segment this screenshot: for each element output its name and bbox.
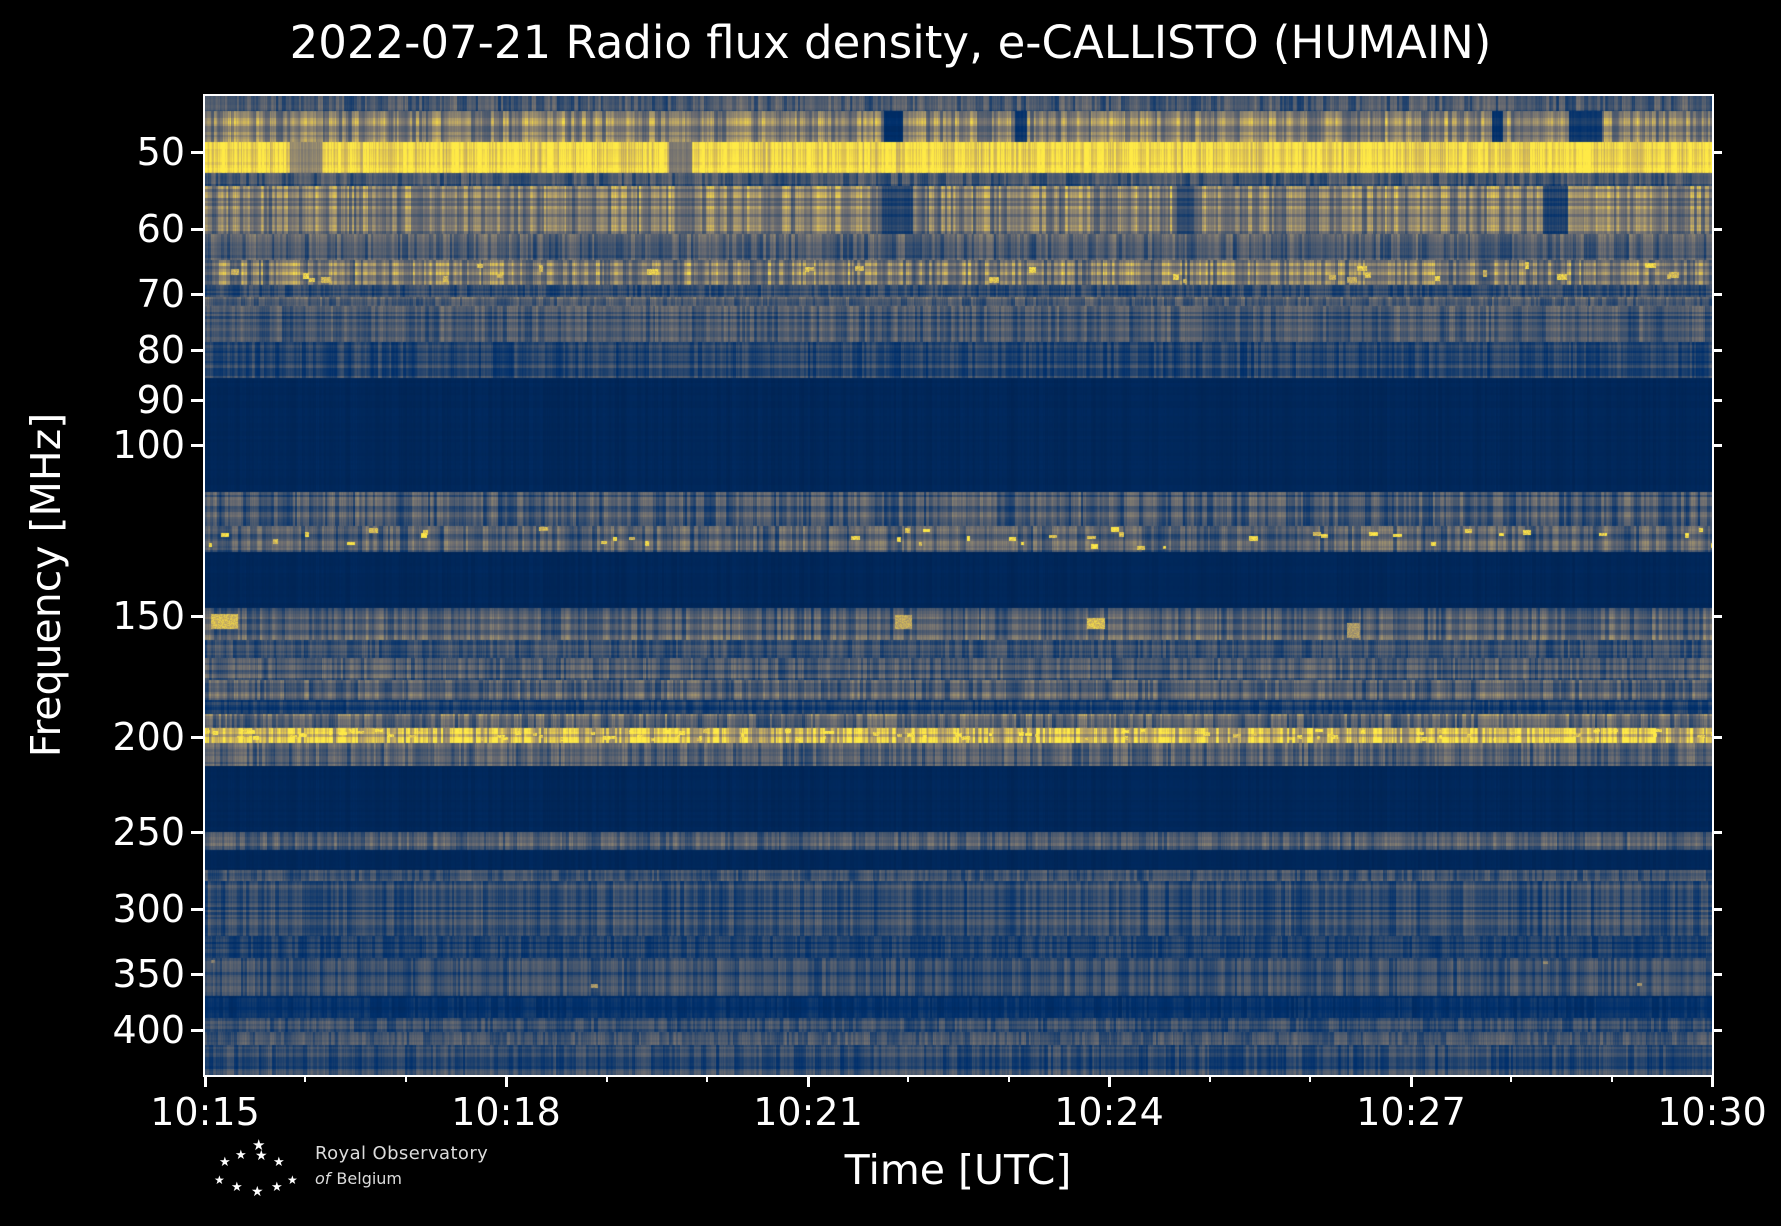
rob-logo-line1: Royal Observatory — [315, 1143, 489, 1164]
x-major-tick — [1410, 1075, 1413, 1087]
x-major-tick — [505, 1075, 508, 1087]
x-major-tick — [1108, 1075, 1111, 1087]
y-major-tick-right — [1712, 973, 1722, 976]
star-icon: ★ — [214, 1173, 225, 1187]
y-tick-label: 200 — [112, 715, 185, 759]
y-major-tick-right — [1712, 293, 1722, 296]
rob-logo: ★ ★ ★ ★ ★ ★ ★ ★ ★ ★ Royal Observatory of Belgium — [205, 1133, 625, 1213]
x-major-tick — [807, 1075, 810, 1087]
star-icon: ★ — [219, 1155, 231, 1170]
x-minor-tick — [405, 1075, 407, 1082]
x-tick-label: 10:18 — [451, 1090, 561, 1134]
y-tick-label: 70 — [136, 272, 185, 316]
rob-logo-line2-belgium: Belgium — [336, 1169, 403, 1188]
rob-logo-line2: of Belgium — [315, 1169, 488, 1188]
x-minor-tick — [1611, 1075, 1613, 1082]
y-tick-label: 50 — [136, 130, 185, 174]
y-major-tick-right — [1712, 908, 1722, 911]
y-major-tick — [191, 908, 203, 911]
x-tick-label: 10:21 — [753, 1090, 863, 1134]
y-major-tick-right — [1712, 399, 1722, 402]
x-axis-label: Time [UTC] — [844, 1146, 1072, 1194]
y-major-tick-right — [1712, 151, 1722, 154]
spectrogram-canvas — [205, 96, 1712, 1075]
y-tick-label: 250 — [112, 810, 185, 854]
y-tick-label: 80 — [136, 328, 185, 372]
y-tick-label: 90 — [136, 378, 185, 422]
y-major-tick-right — [1712, 615, 1722, 618]
x-tick-label: 10:24 — [1054, 1090, 1164, 1134]
y-major-tick-right — [1712, 349, 1722, 352]
y-major-tick — [191, 151, 203, 154]
y-major-tick — [191, 228, 203, 231]
plot-frame — [203, 94, 1714, 1077]
y-major-tick — [191, 444, 203, 447]
x-minor-tick — [606, 1075, 608, 1082]
star-icon: ★ — [271, 1180, 283, 1195]
x-tick-label: 10:15 — [150, 1090, 260, 1134]
y-major-tick — [191, 399, 203, 402]
y-major-tick — [191, 615, 203, 618]
y-major-tick — [191, 973, 203, 976]
x-minor-tick — [706, 1075, 708, 1082]
x-minor-tick — [1008, 1075, 1010, 1082]
y-tick-label: 150 — [112, 594, 185, 638]
star-icon: ★ — [235, 1148, 247, 1163]
star-icon: ★ — [273, 1155, 285, 1170]
x-major-tick — [204, 1075, 207, 1087]
x-minor-tick — [1510, 1075, 1512, 1082]
y-major-tick — [191, 293, 203, 296]
x-minor-tick — [1309, 1075, 1311, 1082]
y-major-tick — [191, 831, 203, 834]
rob-logo-text: Royal Observatory of Belgium — [315, 1143, 488, 1188]
x-major-tick — [1711, 1075, 1714, 1087]
x-tick-label: 10:30 — [1657, 1090, 1767, 1134]
star-icon: ★ — [287, 1173, 298, 1187]
rob-logo-line2-of: of — [315, 1169, 331, 1188]
star-icon: ★ — [255, 1148, 268, 1164]
x-minor-tick — [1209, 1075, 1211, 1082]
x-tick-label: 10:27 — [1356, 1090, 1466, 1134]
y-major-tick-right — [1712, 736, 1722, 739]
y-tick-label: 300 — [112, 887, 185, 931]
y-tick-label: 350 — [112, 952, 185, 996]
y-tick-label: 100 — [112, 423, 185, 467]
chart-title: 2022-07-21 Radio flux density, e-CALLIST… — [289, 16, 1492, 69]
y-tick-label: 60 — [136, 207, 185, 251]
y-major-tick — [191, 736, 203, 739]
star-icon: ★ — [231, 1180, 243, 1195]
y-major-tick-right — [1712, 831, 1722, 834]
y-major-tick-right — [1712, 1029, 1722, 1032]
star-icon: ★ — [252, 1136, 266, 1154]
y-major-tick-right — [1712, 228, 1722, 231]
y-major-tick — [191, 349, 203, 352]
star-icon: ★ — [251, 1184, 264, 1200]
y-tick-label: 400 — [112, 1008, 185, 1052]
x-minor-tick — [304, 1075, 306, 1082]
y-major-tick — [191, 1029, 203, 1032]
y-major-tick-right — [1712, 444, 1722, 447]
x-minor-tick — [907, 1075, 909, 1082]
